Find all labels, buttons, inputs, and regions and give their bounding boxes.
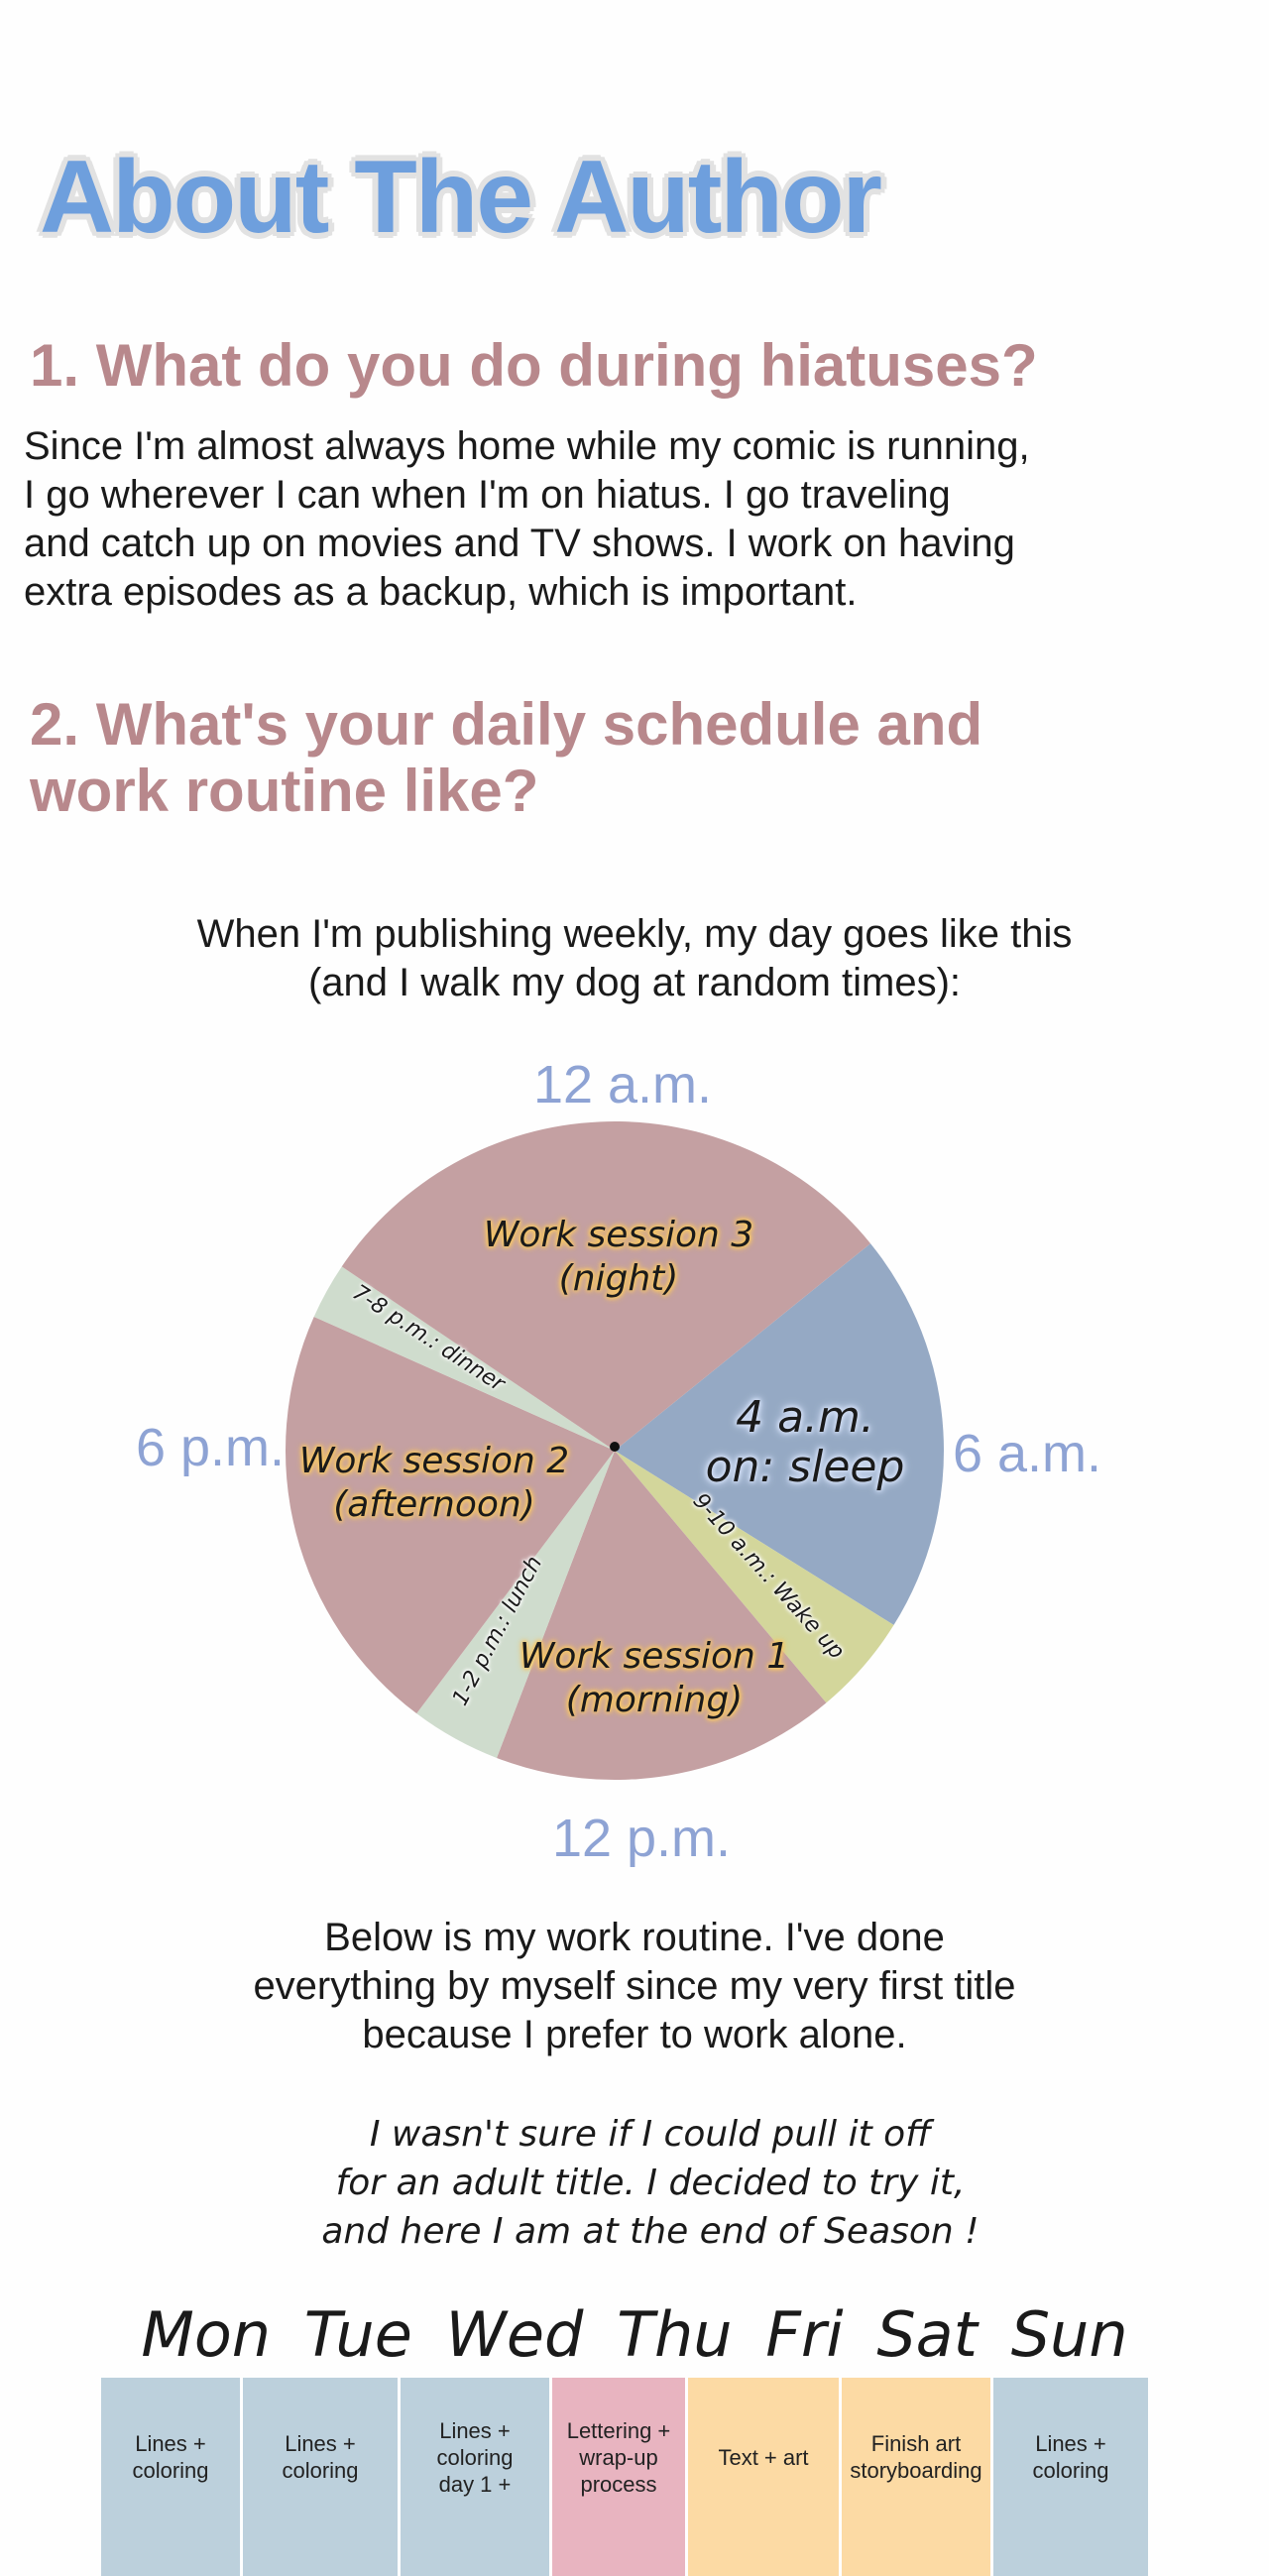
note-line: for an adult title. I decided to try it,: [335, 2163, 966, 2203]
question-1-heading: 1. What do you do during hiatuses?: [30, 332, 1038, 399]
answer-line: Since I'm almost always home while my co…: [24, 424, 1030, 468]
label-line: (morning): [565, 1680, 744, 1720]
label-line: Work session 1: [519, 1636, 790, 1677]
label-work-session-3: Work session 3 (night): [484, 1214, 753, 1301]
routine-note: I wasn't sure if I could pull it off for…: [16, 2110, 1269, 2256]
routine-cell: Finish art storyboarding: [842, 2378, 993, 2576]
label-line: Work session 2: [298, 1441, 570, 1481]
routine-cell: Lines + coloring: [993, 2378, 1148, 2576]
routine-line: everything by myself since my very first…: [253, 1964, 1016, 2008]
heading-line: 2. What's your daily schedule and: [30, 691, 983, 758]
pie-slice-wake: [615, 1451, 894, 1703]
pie-slice-lunch: [416, 1451, 615, 1758]
note-line: I wasn't sure if I could pull it off: [369, 2114, 932, 2155]
label-work-session-2: Work session 2 (afternoon): [299, 1440, 569, 1527]
label-sleep: 4 a.m. on: sleep: [706, 1393, 905, 1492]
question-2-heading: 2. What's your daily schedule and work r…: [30, 691, 982, 824]
clock-label-6pm: 6 p.m.: [135, 1418, 286, 1477]
label-line: (night): [558, 1258, 679, 1299]
pie-slice-ws2: [285, 1316, 615, 1714]
label-line: (afternoon): [333, 1484, 535, 1525]
answer-line: and catch up on movies and TV shows. I w…: [24, 522, 1015, 565]
routine-cell: Text + art: [688, 2378, 842, 2576]
intro-line: When I'm publishing weekly, my day goes …: [196, 912, 1073, 956]
weekly-routine-table: Lines + coloring Lines + coloring Lines + …: [101, 2378, 1148, 2576]
clock-label-12am: 12 a.m.: [532, 1055, 713, 1114]
routine-cell: Lines + coloring day 1 +: [401, 2378, 552, 2576]
heading-line: work routine like?: [30, 758, 539, 824]
weekday-header: Mon Tue Wed Thu Fri Sat Sun: [141, 2298, 1128, 2371]
answer-line: I go wherever I can when I'm on hiatus. …: [24, 473, 951, 517]
routine-line: Below is my work routine. I've done: [324, 1916, 945, 1959]
label-line: 4 a.m.: [736, 1392, 874, 1443]
intro-line: (and I walk my dog at random times):: [307, 961, 962, 1004]
clock-center-dot: [610, 1442, 620, 1452]
label-work-session-1: Work session 1 (morning): [519, 1635, 789, 1722]
clock-label-6am: 6 a.m.: [952, 1424, 1102, 1483]
routine-cell: Lines + coloring: [101, 2378, 243, 2576]
routine-line: because I prefer to work alone.: [362, 2013, 907, 2056]
pie-slice-ws1: [497, 1451, 827, 1780]
routine-cell: Lines + coloring: [243, 2378, 401, 2576]
answer-line: extra episodes as a backup, which is imp…: [24, 570, 858, 614]
answer-1: Since I'm almost always home while my co…: [24, 422, 1030, 617]
pie-slice-sleep: [615, 1243, 944, 1625]
page-title: About The Author: [39, 139, 884, 257]
label-line: Work session 3: [483, 1215, 754, 1255]
routine-cell: Lettering + wrap-up process: [552, 2378, 688, 2576]
clock-label-12pm: 12 p.m.: [551, 1809, 732, 1868]
note-line: and here I am at the end of Season !: [321, 2211, 980, 2252]
schedule-intro: When I'm publishing weekly, my day goes …: [0, 910, 1269, 1007]
daily-schedule-pie: [285, 1121, 944, 1780]
pie-slice-ws3: [341, 1121, 871, 1451]
routine-intro: Below is my work routine. I've done ever…: [0, 1914, 1269, 2059]
label-line: on: sleep: [705, 1442, 905, 1492]
pie-slice-dinner: [313, 1266, 615, 1451]
